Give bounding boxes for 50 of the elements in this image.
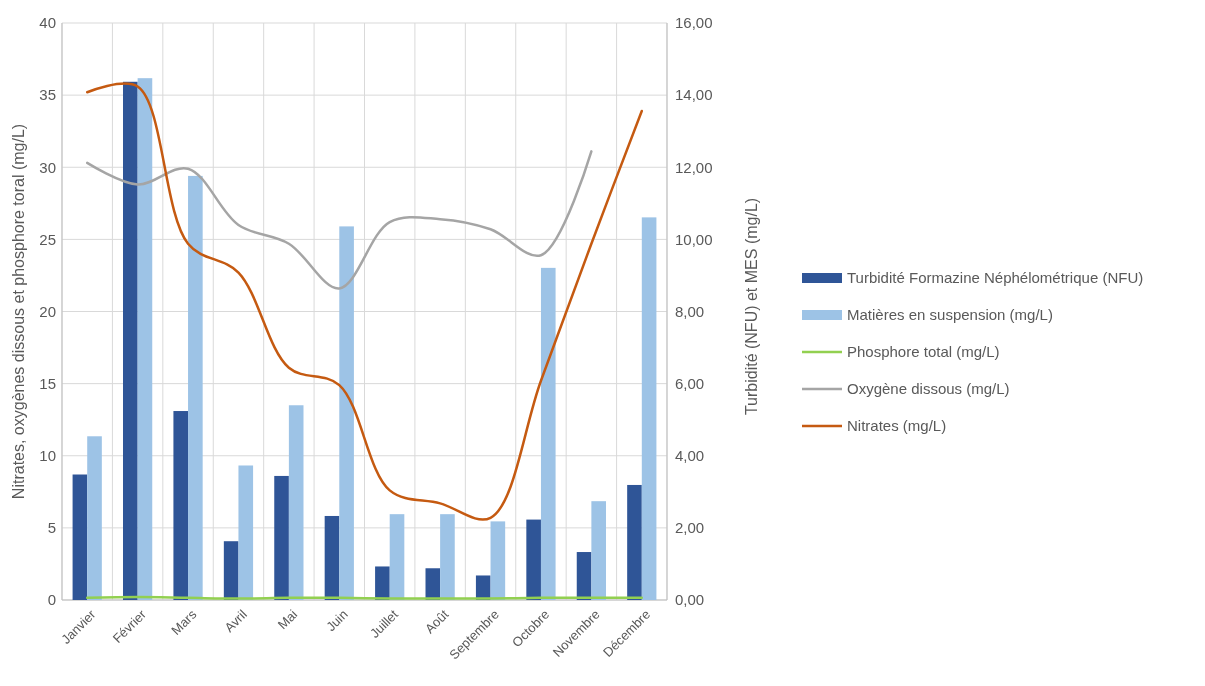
- bar: [375, 566, 390, 600]
- x-tick-label: Juin: [323, 606, 351, 635]
- bar: [123, 81, 138, 600]
- legend-label: Nitrates (mg/L): [847, 417, 947, 435]
- y-tick-label: 40: [39, 14, 56, 32]
- y-tick-label: 15: [39, 374, 56, 392]
- y2-tick-label: 12,00: [675, 158, 713, 176]
- y-tick-label: 25: [39, 230, 56, 248]
- legend-label: Matières en suspension (mg/L): [847, 306, 1053, 324]
- legend-label: Oxygène dissous (mg/L): [847, 380, 1010, 398]
- bar: [540, 267, 556, 600]
- bar: [641, 217, 657, 600]
- y2-tick-label: 2,00: [675, 519, 705, 537]
- bar: [87, 436, 102, 600]
- bar: [627, 484, 642, 600]
- y2-tick-label: 0,00: [675, 591, 705, 609]
- y-axis-title: Nitrates, oxygènes dissous et phosphore toral (mg/L): [10, 123, 27, 500]
- y2-tick-label: 16,00: [675, 14, 713, 32]
- bar: [324, 515, 340, 600]
- bar: [137, 78, 153, 600]
- bar: [274, 475, 289, 600]
- bar: [526, 519, 541, 600]
- bar: [339, 226, 354, 600]
- y2-axis-title: Turbidité (NFU) et MES (mg/L): [743, 197, 760, 416]
- bar: [440, 514, 455, 600]
- bar: [490, 521, 506, 600]
- y-tick-label: 30: [39, 158, 56, 176]
- bar: [223, 541, 239, 600]
- y2-tick-label: 4,00: [675, 447, 705, 464]
- legend-label: Turbidité Formazine Néphélométrique (NFU): [847, 269, 1144, 287]
- bar: [591, 501, 606, 600]
- y-tick-label: 5: [47, 519, 56, 537]
- line-series: [85, 150, 593, 290]
- bar: [72, 474, 88, 600]
- y-tick-label: 35: [39, 86, 56, 104]
- y-tick-label: 0: [47, 591, 56, 609]
- bar: [576, 552, 592, 600]
- bar: [238, 465, 254, 600]
- y2-tick-label: 10,00: [675, 230, 713, 248]
- legend-label: Phosphore total (mg/L): [847, 343, 1000, 361]
- y2-tick-label: 6,00: [675, 374, 705, 392]
- y2-tick-label: 14,00: [675, 86, 713, 104]
- y2-tick-label: 8,00: [675, 302, 705, 320]
- y-tick-label: 20: [39, 302, 56, 320]
- bar: [389, 514, 405, 600]
- y-tick-label: 10: [39, 447, 56, 464]
- bar: [173, 411, 189, 600]
- bar: [188, 175, 203, 600]
- bar: [288, 405, 304, 600]
- x-tick-label: Mai: [274, 606, 301, 633]
